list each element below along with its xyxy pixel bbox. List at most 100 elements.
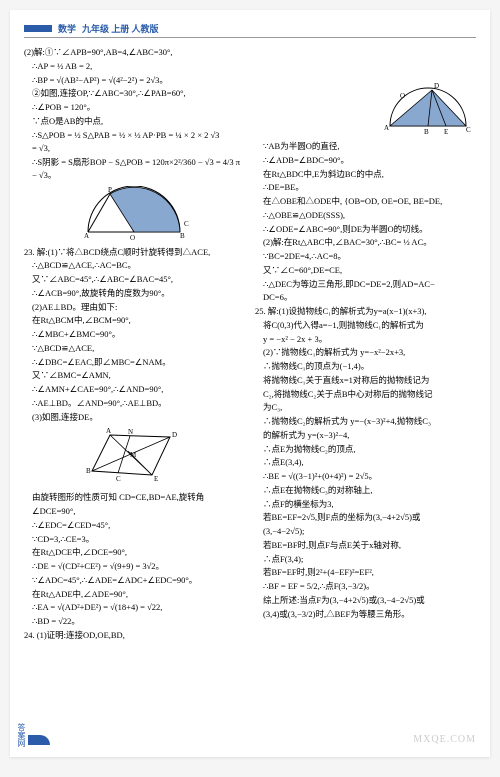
line: ∵∠ADC=45°,∴∠ADE=∠ADC+∠EDC=90°。 bbox=[24, 574, 245, 587]
line: 在Rt△BCM中,∠BCM=90°, bbox=[24, 314, 245, 327]
content-columns: (2)解:①∵∠APB=90°,AB=4,∠ABC=30°, ∴AP = ½ A… bbox=[24, 46, 476, 643]
line: ∵CD=3,∴CE=3。 bbox=[24, 533, 245, 546]
left-column: (2)解:①∵∠APB=90°,AB=4,∠ABC=30°, ∴AP = ½ A… bbox=[24, 46, 245, 643]
line: (3)如图,连接DE。 bbox=[24, 411, 245, 424]
svg-text:E: E bbox=[154, 475, 158, 483]
right-column: A B E C D O ∵AB为半圆O的直径, ∴∠ADB=∠BDC=90°。 … bbox=[255, 46, 476, 643]
line: ∴∠DBC=∠EAC,即∠MBC=∠NAM。 bbox=[24, 356, 245, 369]
line: 在Rt△BDC中,E为斜边BC的中点, bbox=[255, 168, 476, 181]
svg-text:C: C bbox=[116, 475, 121, 483]
svg-text:A: A bbox=[84, 232, 89, 240]
line: 的解析式为 y=(x−3)²−4, bbox=[255, 429, 476, 442]
line: ∵BC=2DE=4,∴AC=8。 bbox=[255, 250, 476, 263]
line: ∴DE = √(CD²+CE²) = √(9+9) = 3√2。 bbox=[24, 560, 245, 573]
line: ∠DCE=90°, bbox=[24, 505, 245, 518]
line: 由旋转图形的性质可知 CD=CE,BD=AE,旋转角 bbox=[24, 491, 245, 504]
svg-text:B: B bbox=[180, 232, 185, 240]
q25-head: 25. 解:(1)设抛物线C₁的解析式为y=a(x−1)(x+3), bbox=[255, 305, 476, 318]
line: ∴点E(3,4), bbox=[255, 456, 476, 469]
header-subject: 数学 bbox=[58, 22, 76, 35]
line: 若BE=EF=2√5,则F点的坐标为(3,−4+2√5)或 bbox=[255, 511, 476, 524]
line: ∴AE⊥BD。∠AND=90°,∴AE⊥BD。 bbox=[24, 397, 245, 410]
svg-text:O: O bbox=[400, 92, 405, 100]
figure-semicircle: A B E C D O bbox=[255, 50, 476, 136]
line: 又∵∠ABC=45°,∴∠ABC=∠BAC=45°, bbox=[24, 273, 245, 286]
svg-text:D: D bbox=[172, 431, 177, 439]
line: ∴∠EDC=∠CED=45°, bbox=[24, 519, 245, 532]
svg-text:E: E bbox=[444, 128, 448, 136]
line: ∴EA = √(AD²+DE²) = √(18+4) = √22, bbox=[24, 601, 245, 614]
svg-text:B: B bbox=[86, 467, 91, 475]
svg-text:C: C bbox=[184, 220, 189, 228]
line: ∵△BCD≌△ACE, bbox=[24, 342, 245, 355]
line: ∴∠ADB=∠BDC=90°。 bbox=[255, 154, 476, 167]
svg-text:B: B bbox=[424, 128, 429, 136]
line: 又∵∠BMC=∠AMN, bbox=[24, 369, 245, 382]
line: ∴点E在抛物线C₃的对称轴上, bbox=[255, 484, 476, 497]
q23-head: 23. 解:(1)∵将△BCD绕点C顺时针旋转得到△ACE, bbox=[24, 246, 245, 259]
svg-text:M: M bbox=[130, 451, 137, 459]
svg-text:N: N bbox=[128, 428, 133, 436]
header-bar bbox=[24, 25, 52, 32]
corner-tab bbox=[28, 735, 50, 745]
line: (3,−4−2√5); bbox=[255, 525, 476, 538]
svg-text:C: C bbox=[466, 126, 471, 134]
figure-sector: A O B P C bbox=[24, 186, 245, 242]
line: ∴BP = √(AB²−AP²) = √(4²−2²) = 2√3。 bbox=[24, 74, 245, 87]
line: (2)解:①∵∠APB=90°,AB=4,∠ABC=30°, bbox=[24, 46, 245, 59]
line: = √3, bbox=[24, 142, 245, 155]
line: ∴点F(3,4); bbox=[255, 553, 476, 566]
line: ∴∠AMN+∠CAE=90°,∴∠AND=90°, bbox=[24, 383, 245, 396]
line: 将抛物线C₁关于直线x=1对称后的抛物线记为 bbox=[255, 374, 476, 387]
line: (2)∵抛物线C₁的解析式为 y=−x²−2x+3, bbox=[255, 346, 476, 359]
line: ∴BD = √22。 bbox=[24, 615, 245, 628]
line: ∴BF = EF = 5/2,∴点F(3,−3/2)。 bbox=[255, 580, 476, 593]
q24-head: 24. (1)证明:连接OD,OE,BD, bbox=[24, 629, 245, 642]
line: ∴△OBE≌△ODE(SSS), bbox=[255, 209, 476, 222]
line: 在Rt△DCE中,∠DCE=90°, bbox=[24, 546, 245, 559]
answers-label: 答案网 bbox=[16, 723, 27, 747]
line: ∴DE=BE。 bbox=[255, 181, 476, 194]
line: DC=6。 bbox=[255, 291, 476, 304]
line: 又∵∠C=60°,DE=CE, bbox=[255, 264, 476, 277]
line: ∴AP = ½ AB = 2, bbox=[24, 60, 245, 73]
line: ∵点O是AB的中点, bbox=[24, 115, 245, 128]
line: ∴点F的横坐标为3, bbox=[255, 498, 476, 511]
line: 在△OBE和△ODE中, {OB=OD, OE=OE, BE=DE, bbox=[255, 195, 476, 208]
line: 若BE=BF时,则点F与点E关于x轴对称, bbox=[255, 539, 476, 552]
line: ∴△BCD≌△ACE,∴AC=BC。 bbox=[24, 259, 245, 272]
line: (3,4)或(3,−3/2)时,△BEF为等腰三角形。 bbox=[255, 608, 476, 621]
line: C₂,将抛物线C₂关于点B中心对称后的抛物线记 bbox=[255, 388, 476, 401]
line: 将C(0,3)代入得a=−1,则抛物线C₁的解析式为 bbox=[255, 319, 476, 332]
page: 数学 九年级 上册 人教版 (2)解:①∵∠APB=90°,AB=4,∠ABC=… bbox=[10, 10, 490, 757]
line: (2)AE⊥BD。理由如下: bbox=[24, 301, 245, 314]
line: ∴S△POB = ½ S△PAB = ½ × ½ AP·PB = ¼ × 2 ×… bbox=[24, 129, 245, 142]
svg-text:P: P bbox=[108, 186, 112, 194]
line: ∴S阴影 = S扇形BOP − S△POB = 120π×2²/360 − √3… bbox=[24, 156, 245, 182]
figure-quad: A N D E M C B bbox=[24, 427, 245, 487]
line: ∴∠ACB=90°,故旋转角的度数为90°。 bbox=[24, 287, 245, 300]
line: 为C₃, bbox=[255, 401, 476, 414]
line: 综上所述:当点F为(3,−4+2√5)或(3,−4−2√5)或 bbox=[255, 594, 476, 607]
line: ∴BE = √((3−1)²+(0+4)²) = 2√5。 bbox=[255, 470, 476, 483]
line: ∴∠POB = 120°。 bbox=[24, 101, 245, 114]
line: ∴△DEC为等边三角形,即DC=DE=2,则AD=AC− bbox=[255, 278, 476, 291]
watermark: MXQE.COM bbox=[413, 734, 476, 745]
line: 若BF=EF时,则2²+(4−EF)²=EF², bbox=[255, 566, 476, 579]
page-header: 数学 九年级 上册 人教版 bbox=[24, 22, 476, 38]
line: ②如图,连接OP,∵∠ABC=30°,∴∠PAB=60°, bbox=[24, 87, 245, 100]
header-grade: 九年级 上册 人教版 bbox=[82, 22, 159, 35]
line: ∴∠ODE=∠ABC=90°,则DE为半圆O的切线。 bbox=[255, 223, 476, 236]
line: (2)解:在Rt△ABC中,∠BAC=30°,∴BC= ½ AC。 bbox=[255, 236, 476, 249]
svg-text:D: D bbox=[434, 82, 439, 90]
svg-text:O: O bbox=[130, 234, 135, 242]
line: ∴∠MBC+∠BMC=90°。 bbox=[24, 328, 245, 341]
line: y = −x² − 2x + 3。 bbox=[255, 333, 476, 346]
line: 在Rt△ADE中,∠ADE=90°, bbox=[24, 588, 245, 601]
svg-text:A: A bbox=[106, 427, 111, 435]
svg-text:A: A bbox=[384, 124, 389, 132]
line: ∴抛物线C₁的顶点为(−1,4)。 bbox=[255, 360, 476, 373]
line: ∴抛物线C₂的解析式为 y=−(x−3)²+4,抛物线C₃ bbox=[255, 415, 476, 428]
line: ∴点E为抛物线C₂的顶点, bbox=[255, 443, 476, 456]
line: ∵AB为半圆O的直径, bbox=[255, 140, 476, 153]
